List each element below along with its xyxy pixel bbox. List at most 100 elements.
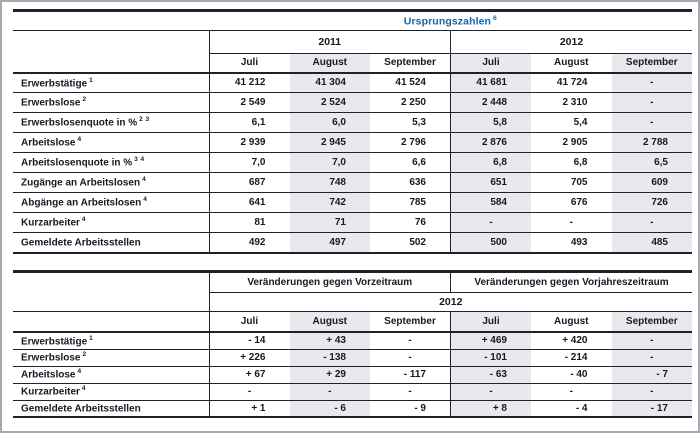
month-header: September [611, 53, 692, 74]
value-cell: 676 [531, 192, 612, 213]
value-cell: 41 524 [370, 72, 451, 93]
value-cell: 748 [289, 172, 370, 193]
value-cell: 2 549 [208, 92, 290, 113]
value-cell: 641 [208, 192, 290, 213]
month-header-row: Juli August September Juli August Septem… [13, 53, 692, 74]
value-cell: - [370, 332, 451, 350]
table-row: Erwerbslosenquote in % 2 3 6,1 6,0 5,3 5,… [13, 112, 692, 133]
value-cell: - [611, 92, 692, 113]
value-cell: - 17 [611, 400, 692, 418]
row-label: Erwerbslose [21, 97, 81, 109]
value-cell: - 117 [370, 366, 451, 384]
value-cell: - 9 [370, 400, 451, 418]
value-cell: - [611, 72, 692, 93]
value-cell: 785 [370, 192, 451, 213]
month-header: September [611, 311, 692, 333]
value-cell: - [450, 383, 531, 401]
month-header: Juli [208, 53, 290, 74]
value-cell: 81 [208, 212, 290, 233]
value-cell: + 67 [208, 366, 290, 384]
label-column-spacer [13, 269, 209, 292]
value-cell: 5,3 [370, 112, 451, 133]
value-cell: 609 [611, 172, 692, 193]
row-label-cell: Kurzarbeiter 4 [13, 383, 209, 401]
value-cell: - 101 [450, 349, 531, 367]
footnote-marker: 4 [142, 176, 147, 184]
month-header: August [531, 53, 612, 74]
footnote-marker: 4 [143, 196, 148, 204]
value-cell: 6,8 [531, 152, 612, 173]
year-header-2011: 2011 [208, 30, 451, 54]
row-label-cell: Erwerbstätige 1 [13, 72, 209, 93]
table-row: Zugänge an Arbeitslosen 4 687 748 636 651… [13, 172, 692, 193]
value-cell: - [611, 112, 692, 133]
value-cell: 705 [531, 172, 612, 193]
footnote-marker: 2 [82, 96, 87, 104]
row-label-cell: Arbeitslose 4 [13, 366, 209, 384]
value-cell: 493 [531, 232, 612, 254]
table-title-row: Ursprungszahlen 6 [13, 9, 692, 31]
value-cell: - [611, 349, 692, 367]
row-label-cell: Erwerbslose 2 [13, 349, 209, 367]
value-cell: - 7 [611, 366, 692, 384]
row-label-cell: Abgänge an Arbeitslosen 4 [13, 192, 209, 213]
footnote-marker: 6 [493, 14, 498, 22]
value-cell: 497 [289, 232, 370, 254]
value-cell: 2 945 [289, 132, 370, 153]
group-header-vorjahreszeitraum: Veränderungen gegen Vorjahreszeitraum [450, 269, 692, 293]
table-row: Erwerbslose 2 + 226 - 138 - - 101 - 214 - [13, 349, 692, 367]
value-cell: 2 310 [531, 92, 612, 113]
value-cell: 485 [611, 232, 692, 254]
value-cell: - [370, 349, 451, 367]
group-header-row: Veränderungen gegen Vorzeitraum Veränder… [13, 269, 692, 293]
month-header: Juli [450, 311, 531, 333]
value-cell: - [208, 383, 290, 401]
value-cell: 71 [289, 212, 370, 233]
row-label-cell: Arbeitslose 4 [13, 132, 209, 153]
value-cell: 6,6 [370, 152, 451, 173]
footnote-marker: 4 [77, 136, 82, 144]
year-header-2012: 2012 [450, 30, 692, 54]
value-cell: 584 [450, 192, 531, 213]
value-cell: + 1 [208, 400, 290, 418]
value-cell: 6,5 [611, 152, 692, 173]
table-title-text: Ursprungszahlen [403, 15, 492, 28]
value-cell: - [531, 212, 612, 233]
value-cell: - 40 [531, 366, 612, 384]
value-cell: - [611, 383, 692, 401]
row-label-cell: Arbeitslosenquote in % 3 4 [13, 152, 209, 173]
value-cell: 2 876 [450, 132, 531, 153]
value-cell: 636 [370, 172, 451, 193]
value-cell: - 138 [289, 349, 370, 367]
row-label: Abgänge an Arbeitslosen [21, 197, 142, 209]
value-cell: + 29 [289, 366, 370, 384]
row-label-cell: Gemeldete Arbeitsstellen [13, 232, 209, 254]
value-cell: - [531, 383, 612, 401]
row-label: Erwerbslose [21, 352, 81, 364]
label-column-spacer [13, 53, 209, 74]
value-cell: 2 905 [531, 132, 612, 153]
row-label: Erwerbslosenquote in % [21, 117, 138, 129]
footnote-marker: 4 [81, 216, 87, 224]
month-header: September [370, 311, 451, 333]
value-cell: 7,0 [289, 152, 370, 173]
month-header-row: Juli August September Juli August Septem… [13, 311, 692, 333]
footnote-marker: 4 [77, 368, 82, 376]
table-title: Ursprungszahlen 6 [209, 9, 692, 31]
label-column-spacer [13, 31, 209, 54]
footnote-marker: 4 [81, 385, 87, 393]
veraenderungen-table: Veränderungen gegen Vorzeitraum Veränder… [13, 269, 692, 418]
table-row: Erwerbstätige 1 41 212 41 304 41 524 41 6… [13, 72, 692, 93]
row-label-cell: Erwerbstätige 1 [13, 332, 209, 350]
value-cell: + 420 [531, 332, 612, 350]
row-label: Gemeldete Arbeitsstellen [21, 237, 141, 249]
row-label-cell: Kurzarbeiter 4 [13, 212, 209, 233]
footnote-marker: 1 [89, 334, 94, 342]
value-cell: - 14 [208, 332, 290, 350]
value-cell: 651 [450, 172, 531, 193]
row-label: Arbeitslose [21, 137, 76, 149]
row-label: Kurzarbeiter [21, 217, 80, 229]
month-header: August [289, 53, 370, 74]
value-cell: 502 [370, 232, 451, 254]
